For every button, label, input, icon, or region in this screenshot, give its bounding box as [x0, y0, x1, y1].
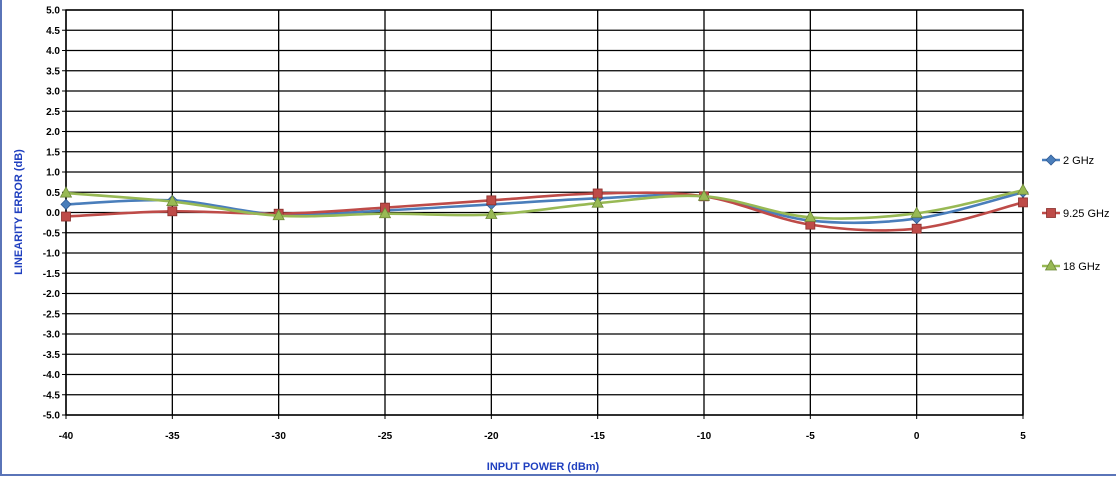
legend-marker	[1045, 154, 1057, 166]
y-tick-label: 1.5	[46, 147, 60, 158]
y-axis-title: LINEARITY ERROR (dB)	[13, 149, 25, 275]
legend-marker	[1044, 259, 1058, 271]
x-tick-label: -10	[697, 431, 712, 442]
data-point	[591, 196, 604, 208]
legend-item: 18 GHz	[1042, 259, 1100, 273]
series-line	[65, 188, 1024, 220]
legend-marker	[1046, 208, 1056, 218]
y-tick-label: -1.5	[43, 269, 61, 280]
legend-label: 18 GHz	[1063, 261, 1100, 273]
x-tick-label: -35	[165, 431, 180, 442]
x-tick-labels: -40 -35 -30 -25 -20 -15 -10 -5 0 5	[59, 431, 1026, 442]
data-point	[272, 208, 285, 221]
y-tick-label: 1.0	[46, 168, 60, 179]
legend-label: 9.25 GHz	[1063, 208, 1109, 220]
y-tick-label: -2.5	[43, 309, 61, 320]
x-axis-title: INPUT POWER (dBm)	[487, 461, 600, 473]
data-point	[61, 211, 71, 222]
data-point	[910, 206, 923, 218]
x-tick-label: -20	[484, 431, 499, 442]
x-tick-label: 5	[1020, 431, 1026, 442]
series-2	[59, 183, 1030, 222]
series-group	[59, 183, 1030, 234]
y-tick-label: -3.0	[43, 330, 61, 341]
data-point	[167, 206, 178, 217]
y-tick-label: 5.0	[46, 6, 60, 17]
data-point	[166, 194, 179, 206]
data-point	[911, 223, 922, 234]
y-tick-label: 2.5	[46, 107, 60, 118]
data-point	[486, 195, 497, 206]
y-tick-label: -1.0	[43, 249, 61, 260]
y-tick-label: -5.0	[43, 411, 61, 422]
data-point	[59, 186, 73, 198]
legend-item: 9.25 GHz	[1042, 208, 1109, 220]
y-tick-label: -0.5	[43, 228, 61, 239]
data-point	[1018, 197, 1028, 208]
y-tick-label: -4.5	[43, 390, 61, 401]
y-tick-label: -4.0	[43, 370, 61, 381]
y-tick-label: 2.0	[46, 127, 60, 138]
y-tick-label: -3.5	[43, 350, 61, 361]
series-line	[65, 190, 1024, 225]
legend-label: 2 GHz	[1063, 155, 1094, 167]
data-point	[60, 198, 72, 210]
y-tick-label: 3.5	[46, 66, 60, 77]
x-tick-label: -15	[590, 431, 605, 442]
y-tick-label: -2.0	[43, 289, 61, 300]
y-tick-label: 0.5	[46, 188, 60, 199]
data-point	[485, 207, 498, 219]
series-line	[65, 191, 1024, 232]
y-tick-label: 4.0	[46, 46, 60, 57]
data-point	[804, 210, 817, 222]
legend: 2 GHz 9.25 GHz 18 GHz	[1042, 154, 1109, 273]
x-tick-label: -30	[271, 431, 286, 442]
data-point	[697, 189, 711, 201]
y-tick-label: 0.0	[46, 208, 60, 219]
grid	[62, 9, 1024, 419]
x-tick-label: -5	[806, 431, 815, 442]
y-tick-label: 4.5	[46, 26, 60, 37]
x-tick-label: 0	[914, 431, 920, 442]
legend-item: 2 GHz	[1042, 154, 1094, 167]
x-tick-label: -40	[59, 431, 74, 442]
data-point	[1016, 183, 1030, 195]
series-1	[61, 188, 1028, 234]
data-point	[378, 206, 392, 219]
y-tick-labels: 5.0 4.5 4.0 3.5 3.0 2.5 2.0 1.5 1.0 0.5 0.0 -0.5 -1.…	[43, 6, 61, 422]
y-tick-label: 3.0	[46, 87, 60, 98]
x-tick-label: -25	[378, 431, 393, 442]
